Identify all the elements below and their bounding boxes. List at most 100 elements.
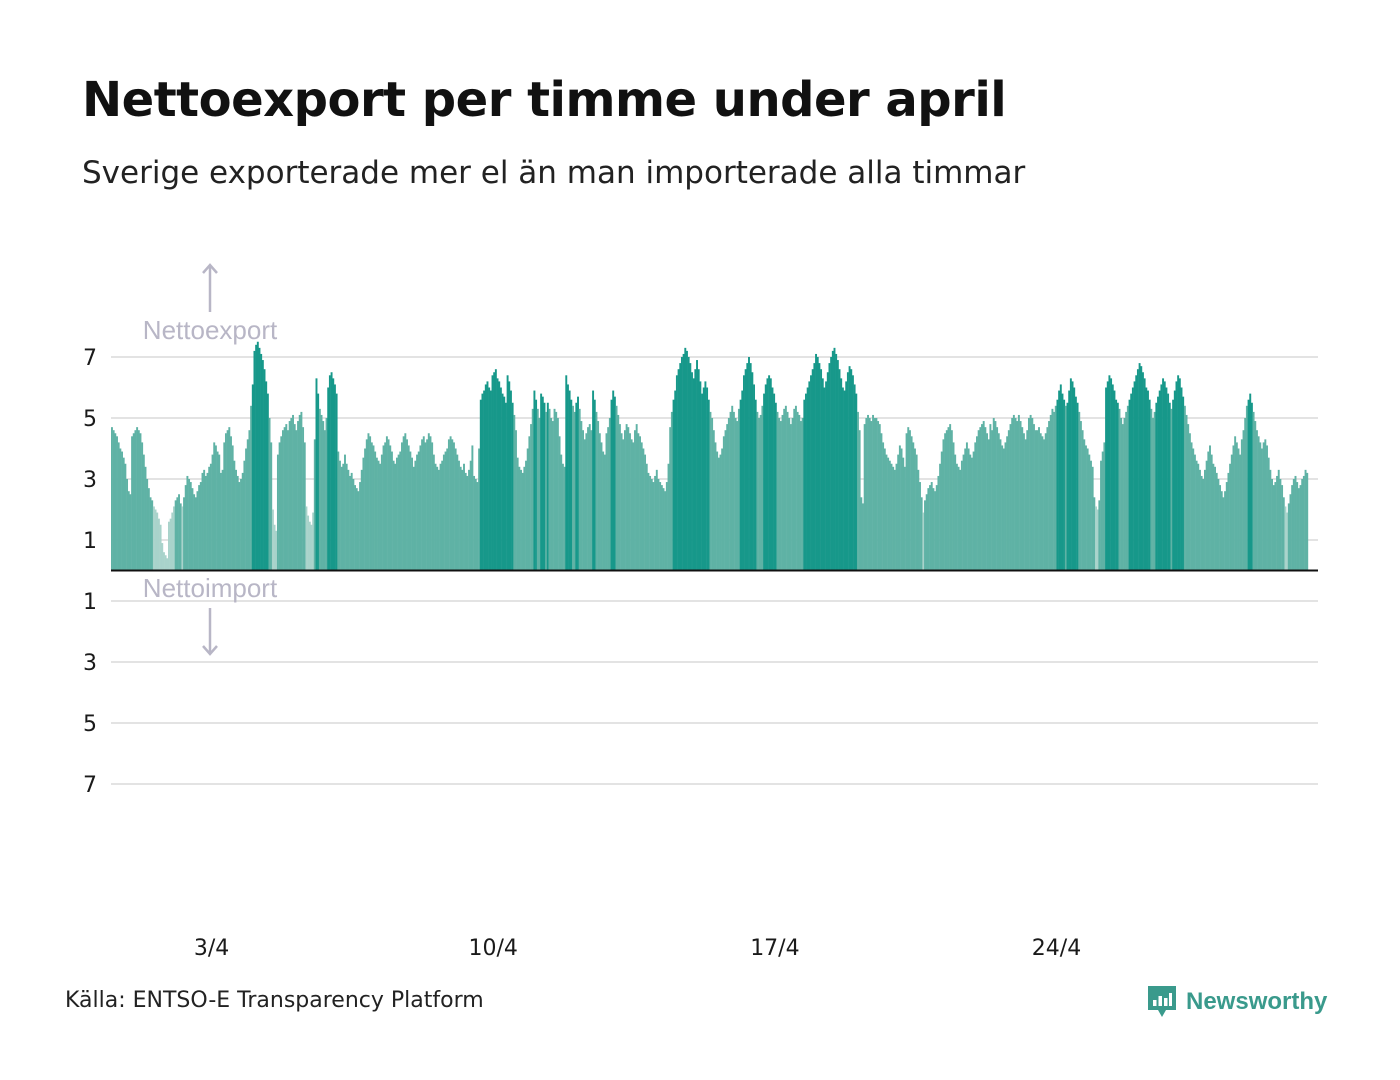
- bar-hour: [199, 482, 202, 571]
- bar-hour: [945, 430, 948, 571]
- bar-hour: [330, 372, 333, 571]
- brand-name: Newsworthy: [1186, 988, 1328, 1015]
- annotation-nettoexport: Nettoexport: [143, 315, 278, 345]
- bar-hour: [273, 524, 276, 571]
- bar-hour: [615, 405, 618, 571]
- bar-hour: [255, 344, 258, 571]
- bar-hour: [340, 466, 343, 571]
- bar-hour: [1141, 372, 1144, 571]
- bar-hour: [593, 399, 596, 571]
- bar-hour: [1128, 399, 1131, 571]
- bar-hour: [332, 378, 335, 571]
- bar-hour: [399, 451, 402, 571]
- bar-hour: [288, 421, 291, 571]
- bar-hour: [523, 466, 526, 571]
- bar-hour: [191, 488, 194, 571]
- bar-hour: [637, 433, 640, 571]
- bar-hour: [297, 421, 300, 571]
- bar-hour: [701, 393, 704, 571]
- bar-hour: [1145, 387, 1148, 571]
- bar-hour: [392, 460, 395, 571]
- bar-hour: [362, 457, 365, 571]
- bar-hour: [1207, 451, 1210, 571]
- bar-hour: [731, 405, 734, 571]
- bar-hour: [271, 509, 274, 571]
- bar-hour: [991, 430, 994, 571]
- bar-hour: [655, 469, 658, 571]
- bar-hour: [1027, 418, 1030, 571]
- bar-hour: [1136, 369, 1139, 571]
- bar-hour: [1073, 387, 1076, 571]
- bar-hour: [1271, 479, 1273, 571]
- bar-hour: [992, 418, 995, 571]
- bar-hour: [602, 451, 605, 571]
- bar-hour: [773, 393, 776, 571]
- bar-hour: [1064, 405, 1067, 571]
- bar-hour: [1039, 433, 1042, 571]
- bar-hour: [598, 433, 601, 571]
- bar-hour: [1009, 424, 1012, 571]
- bar-hour: [836, 360, 839, 571]
- bar-hour: [1167, 393, 1170, 571]
- bar-hour: [743, 375, 745, 571]
- bar-hour: [1240, 439, 1243, 571]
- bar-hour: [927, 488, 930, 571]
- bar-hour: [612, 390, 615, 571]
- bar-hour: [173, 506, 175, 571]
- bar-hour: [1026, 430, 1029, 571]
- y-tick-label: 3: [83, 468, 97, 493]
- bar-hour: [578, 408, 581, 571]
- bar-hour: [1224, 491, 1227, 571]
- bar-hour: [1103, 442, 1106, 571]
- bar-hour: [620, 433, 623, 571]
- bar-hour: [1193, 454, 1196, 571]
- bar-hour: [915, 454, 918, 571]
- bar-hour: [887, 457, 890, 571]
- bar-hour: [131, 436, 134, 571]
- bar-hour: [154, 509, 157, 571]
- bar-hour: [994, 421, 997, 571]
- bar-hour: [1297, 488, 1300, 571]
- bar-hour: [1215, 472, 1218, 571]
- bar-hour: [1267, 457, 1270, 571]
- up-arrowhead-icon: [202, 263, 218, 274]
- bar-hour: [851, 375, 854, 571]
- bar-hour: [1017, 414, 1020, 571]
- bar-hour: [1130, 393, 1133, 571]
- bar-hour: [570, 399, 573, 571]
- bar-hour: [1113, 390, 1116, 571]
- brand-logo[interactable]: Newsworthy: [1146, 984, 1327, 1020]
- bar-hour: [159, 524, 162, 571]
- bar-hour: [1031, 418, 1034, 571]
- bar-hour: [1140, 366, 1143, 571]
- bar-hour: [365, 439, 368, 571]
- bar-hour: [717, 457, 720, 571]
- bar-hour: [1019, 421, 1022, 571]
- bar-hour: [404, 433, 407, 571]
- bar-hour: [452, 442, 455, 571]
- bar-hour: [1187, 424, 1190, 571]
- bar-hour: [1294, 475, 1297, 571]
- bar-hour: [285, 424, 288, 571]
- bar-hour: [112, 430, 115, 571]
- bar-hour: [732, 411, 735, 571]
- bar-hour: [582, 430, 584, 571]
- bar-hour: [932, 488, 935, 571]
- bar-hour: [771, 387, 774, 571]
- bar-hour: [806, 387, 809, 571]
- bar-hour: [1098, 500, 1101, 571]
- bar-hour: [1110, 378, 1113, 571]
- bar-hour: [756, 411, 759, 571]
- bar-hour: [1034, 430, 1037, 571]
- bar-hour: [394, 463, 397, 571]
- bar-hour: [367, 433, 370, 571]
- bar-hour: [134, 430, 137, 571]
- bar-hour: [320, 414, 323, 571]
- bar-hour: [228, 427, 231, 571]
- bar-hour: [1264, 439, 1267, 571]
- bar-hour: [1106, 381, 1109, 571]
- bar-hour: [577, 396, 579, 571]
- bar-hour: [1209, 445, 1211, 571]
- bar-hour: [164, 555, 167, 571]
